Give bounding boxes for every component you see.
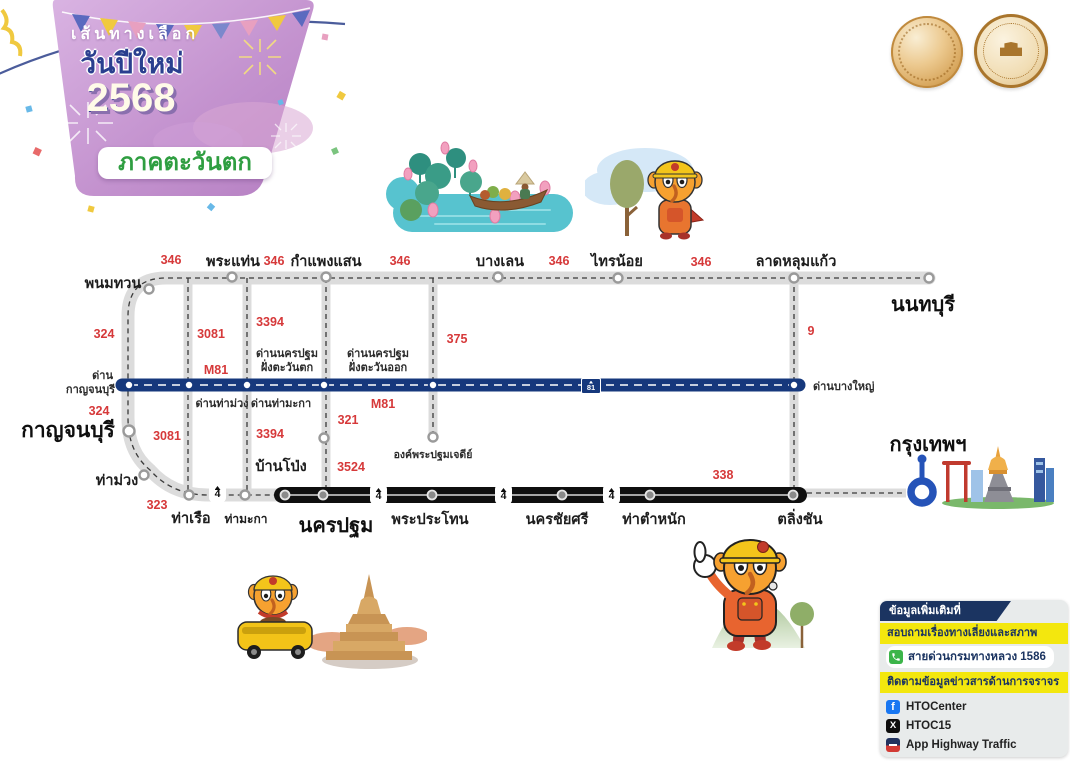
hotline-row: สายด่วนกรมทางหลวง 1586 [886,646,1054,668]
title-banner: เส้นทางเลือก วันปีใหม่ 2568 ภาคตะวันตก [48,0,328,200]
route-number-3394: 3394 [256,315,284,329]
banner-title: วันปีใหม่ [80,48,184,79]
route-number-338: 338 [712,468,734,482]
toll-tha-maka: ด่านท่ามะกา [250,398,312,410]
firework-white [63,102,113,144]
hotline-text: สายด่วนกรมทางหลวง 1586 [908,651,1046,663]
toll-nakhon-pathom-east-line2: ฝั่งตะวันออก [348,362,408,374]
info-box: ข้อมูลเพิ่มเติมที่ สอบถามเรื่องทางเลี่ยง… [880,600,1068,757]
toll-bang-yai: ด่านบางใหญ่ [813,381,875,393]
app-row[interactable]: App Highway Traffic [886,736,1017,754]
route-number-324: 324 [93,327,115,341]
highway-4-shield: 4 [371,486,386,503]
place-bang-len: บางเลน [475,254,525,270]
mascot-tree-illustration [585,148,705,240]
route-number-375: 375 [446,332,468,346]
place-lat-lum-kaeo: ลาดหลุมแก้ว [755,254,837,270]
landmark-phra-pathom-chedi: องค์พระปฐมเจดีย์ [393,449,473,461]
bunting-flags [72,10,310,41]
department-of-highways-seal [891,16,963,88]
place-ban-pong: บ้านโป่ง [255,459,307,475]
route-number-324: 324 [88,404,110,418]
info-box-header: ข้อมูลเพิ่มเติมที่ [880,601,1011,621]
route-number-346: 346 [263,254,285,268]
route-number-9: 9 [807,324,815,338]
city-bangkok: กรุงเทพฯ [889,434,967,456]
route-number-346: 346 [389,254,411,268]
place-phra-praton: พระประโทน [391,512,469,528]
motorway-81-shield: 81 [581,378,601,394]
info-section-follow-news: ติดตามข้อมูลข่าวสารด้านการจราจร [880,672,1068,693]
car-mascot-chedi-illustration [237,574,427,669]
place-nakhon-chaisi: นครชัยศรี [525,512,589,528]
place-tha-ruea: ท่าเรือ [171,511,211,527]
highway-4-shield: 4 [604,486,619,503]
x-icon: X [886,719,900,733]
highway-4-shield: 4 [496,486,511,503]
toll-nakhon-pathom-west-line2: ฝั่งตะวันตก [260,362,314,374]
x-row[interactable]: X HTOC15 [886,717,951,735]
place-tha-tamnak: ท่าตำหนัก [622,512,686,528]
toll-kanchanaburi-line1: ด่าน [92,370,113,382]
facebook-icon: f [886,700,900,714]
region-label: ภาคตะวันตก [118,149,252,176]
info-section-traffic-enquiry: สอบถามเรื่องทางเลี่ยงและสภาพจราจร [880,623,1068,660]
route-number-3524: 3524 [337,460,365,474]
route-number-3394: 3394 [256,427,284,441]
route-number-3081: 3081 [197,327,225,341]
facebook-account: HTOCenter [906,701,967,713]
bangkok-skyline-illustration [942,446,1054,509]
place-phra-thaen: พระแท่น [206,254,260,270]
toll-nakhon-pathom-east-line1: ด่านนครปฐม [347,348,409,360]
facebook-row[interactable]: f HTOCenter [886,698,967,716]
place-tha-maka: ท่ามะกา [224,512,268,526]
banner-year: 2568 [86,76,176,120]
firework-yellow [239,39,281,75]
place-taling-chan: ตลิ่งชัน [777,512,823,528]
place-sai-noi: ไทรน้อย [591,254,643,270]
place-tha-muang: ท่าม่วง [95,473,139,489]
highway-traffic-app-icon [886,738,900,752]
bangkok-pin [907,454,937,507]
province-nonthaburi: นนทบุรี [891,294,955,316]
route-number-323: 323 [146,498,168,512]
place-kamphaeng-saen: กำแพงแสน [290,254,362,270]
thumbs-up-mascot-illustration [693,539,814,651]
ministry-seal [974,14,1048,88]
lotus-pond-boat-illustration [386,141,573,232]
region-pill: ภาคตะวันตก [98,147,272,179]
app-name: App Highway Traffic [906,739,1017,751]
route-number-3081: 3081 [153,429,181,443]
route-number-346: 346 [690,255,712,269]
x-account: HTOC15 [906,720,952,732]
phone-icon [889,650,903,664]
route-number-m81: M81 [370,397,396,411]
province-kanchanaburi: กาญจนบุรี [21,419,115,442]
hotline-pill: สายด่วนกรมทางหลวง 1586 [886,646,1054,668]
highway-4-shield: 4 [210,484,225,501]
place-phanom-thuan: พนมทวน [84,276,142,292]
route-number-346: 346 [160,253,182,267]
toll-tha-muang: ด่านท่าม่วง [195,398,249,410]
city-nakhon-pathom: นครปฐม [298,515,374,537]
firework-small [271,123,301,149]
banner-subtitle: เส้นทางเลือก [70,26,200,43]
route-number-m81: M81 [203,363,229,377]
route-number-321: 321 [337,413,359,427]
toll-nakhon-pathom-west-line1: ด่านนครปฐม [256,348,318,360]
route-number-346: 346 [548,254,570,268]
toll-kanchanaburi-line2: กาญจนบุรี [65,384,115,396]
